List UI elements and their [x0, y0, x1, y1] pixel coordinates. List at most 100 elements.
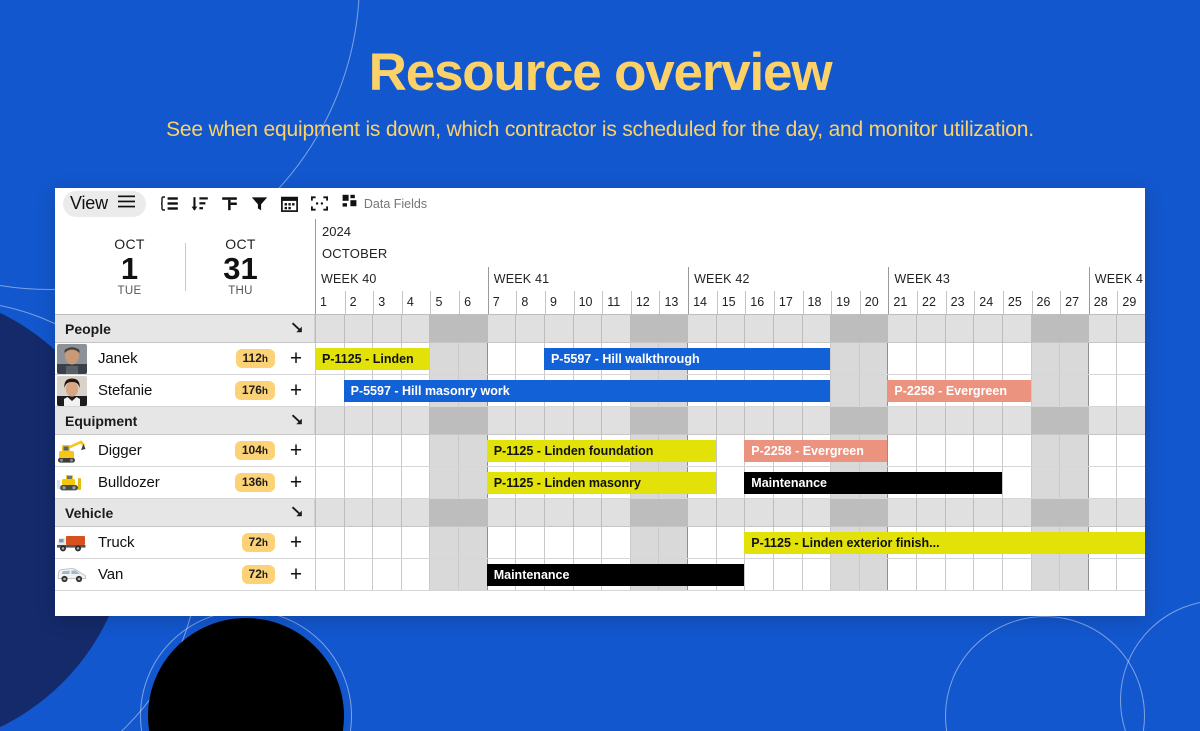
group-header-row[interactable]: Vehicle	[55, 499, 1145, 527]
day-number[interactable]: 20	[859, 291, 889, 314]
plus-icon[interactable]: +	[289, 471, 303, 494]
task-bar[interactable]: P-5597 - Hill walkthrough	[543, 348, 831, 370]
grid-cell[interactable]	[429, 407, 459, 434]
grid-cell[interactable]	[916, 559, 945, 590]
resource-row[interactable]: Digger 104h + P-1125 - Linden foundation P-2…	[55, 435, 1145, 467]
grid-cell[interactable]	[372, 315, 401, 342]
day-number[interactable]: 6	[459, 291, 488, 314]
grid-cell[interactable]	[1116, 315, 1145, 342]
grid-cell[interactable]	[458, 527, 487, 558]
grid-cell[interactable]	[572, 407, 602, 434]
group-header-left[interactable]: Vehicle	[55, 499, 315, 526]
group-header-row[interactable]: Equipment	[55, 407, 1145, 435]
grid-cell[interactable]	[772, 407, 802, 434]
grid-cell[interactable]	[429, 343, 459, 374]
grid-cell[interactable]	[916, 435, 945, 466]
grid-cell[interactable]	[486, 407, 516, 434]
grid-cell[interactable]	[1116, 375, 1145, 406]
group-by-icon[interactable]	[156, 191, 184, 217]
day-number[interactable]: 28	[1088, 291, 1118, 314]
grid-cell[interactable]	[372, 435, 401, 466]
grid-cell[interactable]	[858, 559, 888, 590]
day-number[interactable]: 9	[544, 291, 574, 314]
grid-cell[interactable]	[400, 435, 430, 466]
grid-cell[interactable]	[372, 499, 401, 526]
task-bar[interactable]: P-2258 - Evergreen	[887, 380, 1031, 402]
grid-cell[interactable]	[343, 499, 373, 526]
day-number[interactable]: 15	[716, 291, 746, 314]
grid-cell[interactable]	[1030, 467, 1060, 498]
grid-cell[interactable]	[658, 315, 688, 342]
grid-cell[interactable]	[944, 315, 974, 342]
grid-cell[interactable]	[973, 499, 1002, 526]
grid-cell[interactable]	[1030, 407, 1060, 434]
day-number[interactable]: 1	[320, 295, 327, 309]
grid-cell[interactable]	[658, 407, 688, 434]
grid-cell[interactable]	[916, 499, 945, 526]
grid-cell[interactable]	[515, 315, 544, 342]
calendar-settings-icon[interactable]	[276, 191, 304, 217]
grid-cell[interactable]	[1087, 559, 1117, 590]
collapse-arrow-icon[interactable]	[291, 505, 304, 520]
grid-cell[interactable]	[1116, 467, 1145, 498]
day-number[interactable]: 13	[659, 291, 688, 314]
grid-cell[interactable]	[858, 499, 888, 526]
grid-cell[interactable]	[687, 527, 716, 558]
grid-cell[interactable]	[887, 559, 916, 590]
day-number[interactable]: 5	[430, 291, 459, 314]
grid-cell[interactable]	[973, 407, 1002, 434]
grid-cell[interactable]	[1087, 435, 1117, 466]
grid-cell[interactable]	[629, 407, 659, 434]
grid-cell[interactable]	[887, 435, 916, 466]
grid-cell[interactable]	[1001, 559, 1031, 590]
plus-icon[interactable]: +	[289, 439, 303, 462]
grid-cell[interactable]	[429, 435, 459, 466]
resource-name[interactable]: Stefanie	[98, 382, 153, 399]
grid-cell[interactable]	[400, 499, 430, 526]
grid-cell[interactable]	[715, 499, 745, 526]
view-button[interactable]: View	[63, 190, 146, 217]
day-number[interactable]: 17	[773, 291, 803, 314]
day-number[interactable]: 22	[917, 291, 946, 314]
grid-cell[interactable]	[601, 407, 630, 434]
grid-cell[interactable]	[429, 499, 459, 526]
task-bar[interactable]: P-1125 - Linden masonry	[486, 472, 716, 494]
grid-cell[interactable]	[458, 559, 487, 590]
grid-cell[interactable]	[429, 467, 459, 498]
fit-to-screen-icon[interactable]	[306, 191, 334, 217]
grid-cell[interactable]	[1087, 407, 1117, 434]
grid-cell[interactable]	[400, 407, 430, 434]
grid-cell[interactable]	[715, 467, 745, 498]
grid-cell[interactable]	[887, 499, 916, 526]
grid-cell[interactable]	[486, 499, 516, 526]
grid-cell[interactable]	[515, 499, 544, 526]
plus-icon[interactable]: +	[289, 347, 303, 370]
grid-cell[interactable]	[687, 315, 716, 342]
grid-cell[interactable]	[830, 343, 859, 374]
grid-cell[interactable]	[458, 343, 487, 374]
grid-cell[interactable]	[315, 467, 344, 498]
grid-cell[interactable]	[400, 315, 430, 342]
grid-cell[interactable]	[343, 435, 373, 466]
grid-cell[interactable]	[343, 315, 373, 342]
grid-cell[interactable]	[372, 559, 401, 590]
grid-cell[interactable]	[458, 435, 487, 466]
grid-cell[interactable]	[944, 343, 974, 374]
resource-row[interactable]: Bulldozer 136h + P-1125 - Linden masonry Mai…	[55, 467, 1145, 499]
grid-cell[interactable]	[830, 407, 859, 434]
indent-icon[interactable]	[216, 191, 244, 217]
grid-cell[interactable]	[830, 375, 859, 406]
day-number[interactable]: 3	[373, 291, 402, 314]
day-number[interactable]: 7	[487, 291, 517, 314]
grid-cell[interactable]	[400, 559, 430, 590]
day-number[interactable]: 10	[573, 291, 603, 314]
grid-cell[interactable]	[458, 467, 487, 498]
grid-cell[interactable]	[801, 407, 831, 434]
grid-cell[interactable]	[543, 499, 573, 526]
grid-cell[interactable]	[315, 527, 344, 558]
grid-cell[interactable]	[1116, 499, 1145, 526]
grid-cell[interactable]	[1001, 407, 1031, 434]
day-number[interactable]: 14	[688, 291, 717, 314]
grid-cell[interactable]	[315, 407, 344, 434]
day-number[interactable]: 12	[630, 291, 660, 314]
